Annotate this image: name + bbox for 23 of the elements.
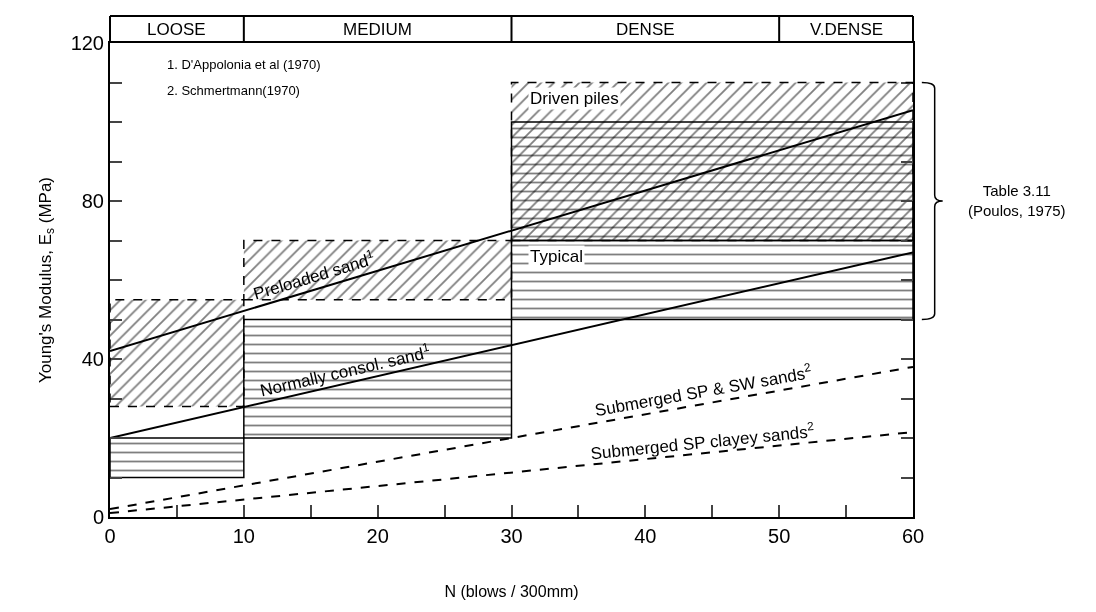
annotation: 2. Schmertmann(1970) [167,83,300,98]
text: V.DENSE [810,20,884,39]
annotation: Submerged SP & SW sands$^{2}$ [592,359,814,421]
y-tick-label: 120 [70,32,104,54]
x-axis-title: N (blows / 300mm) [444,583,579,601]
annotation: 1. D'Appolonia et al (1970) [167,57,321,72]
x-tick-label: 60 [901,525,925,547]
x-tick-label: 30 [500,525,523,547]
text: LOOSE [147,20,206,39]
y-tick-label: 80 [81,190,104,212]
x-tick-label: 40 [634,525,657,547]
y-tick-label: 40 [81,348,104,370]
y-tick-label: 0 [92,506,104,528]
x-tick-label: 50 [768,525,791,547]
annotation: Normally consol. sand$^{1}$ [257,339,433,401]
text: MEDIUM [343,20,412,39]
text: DENSE [616,20,675,39]
x-tick-label: 10 [232,525,255,547]
series-label: Driven piles [530,89,619,108]
series-label: Typical [530,247,583,266]
x-tick-label: 20 [366,525,389,547]
annotation: Submerged SP clayey sands$^{2}$ [589,418,816,464]
caption: Table 3.11 (Poulos, 1975) [968,182,1066,219]
